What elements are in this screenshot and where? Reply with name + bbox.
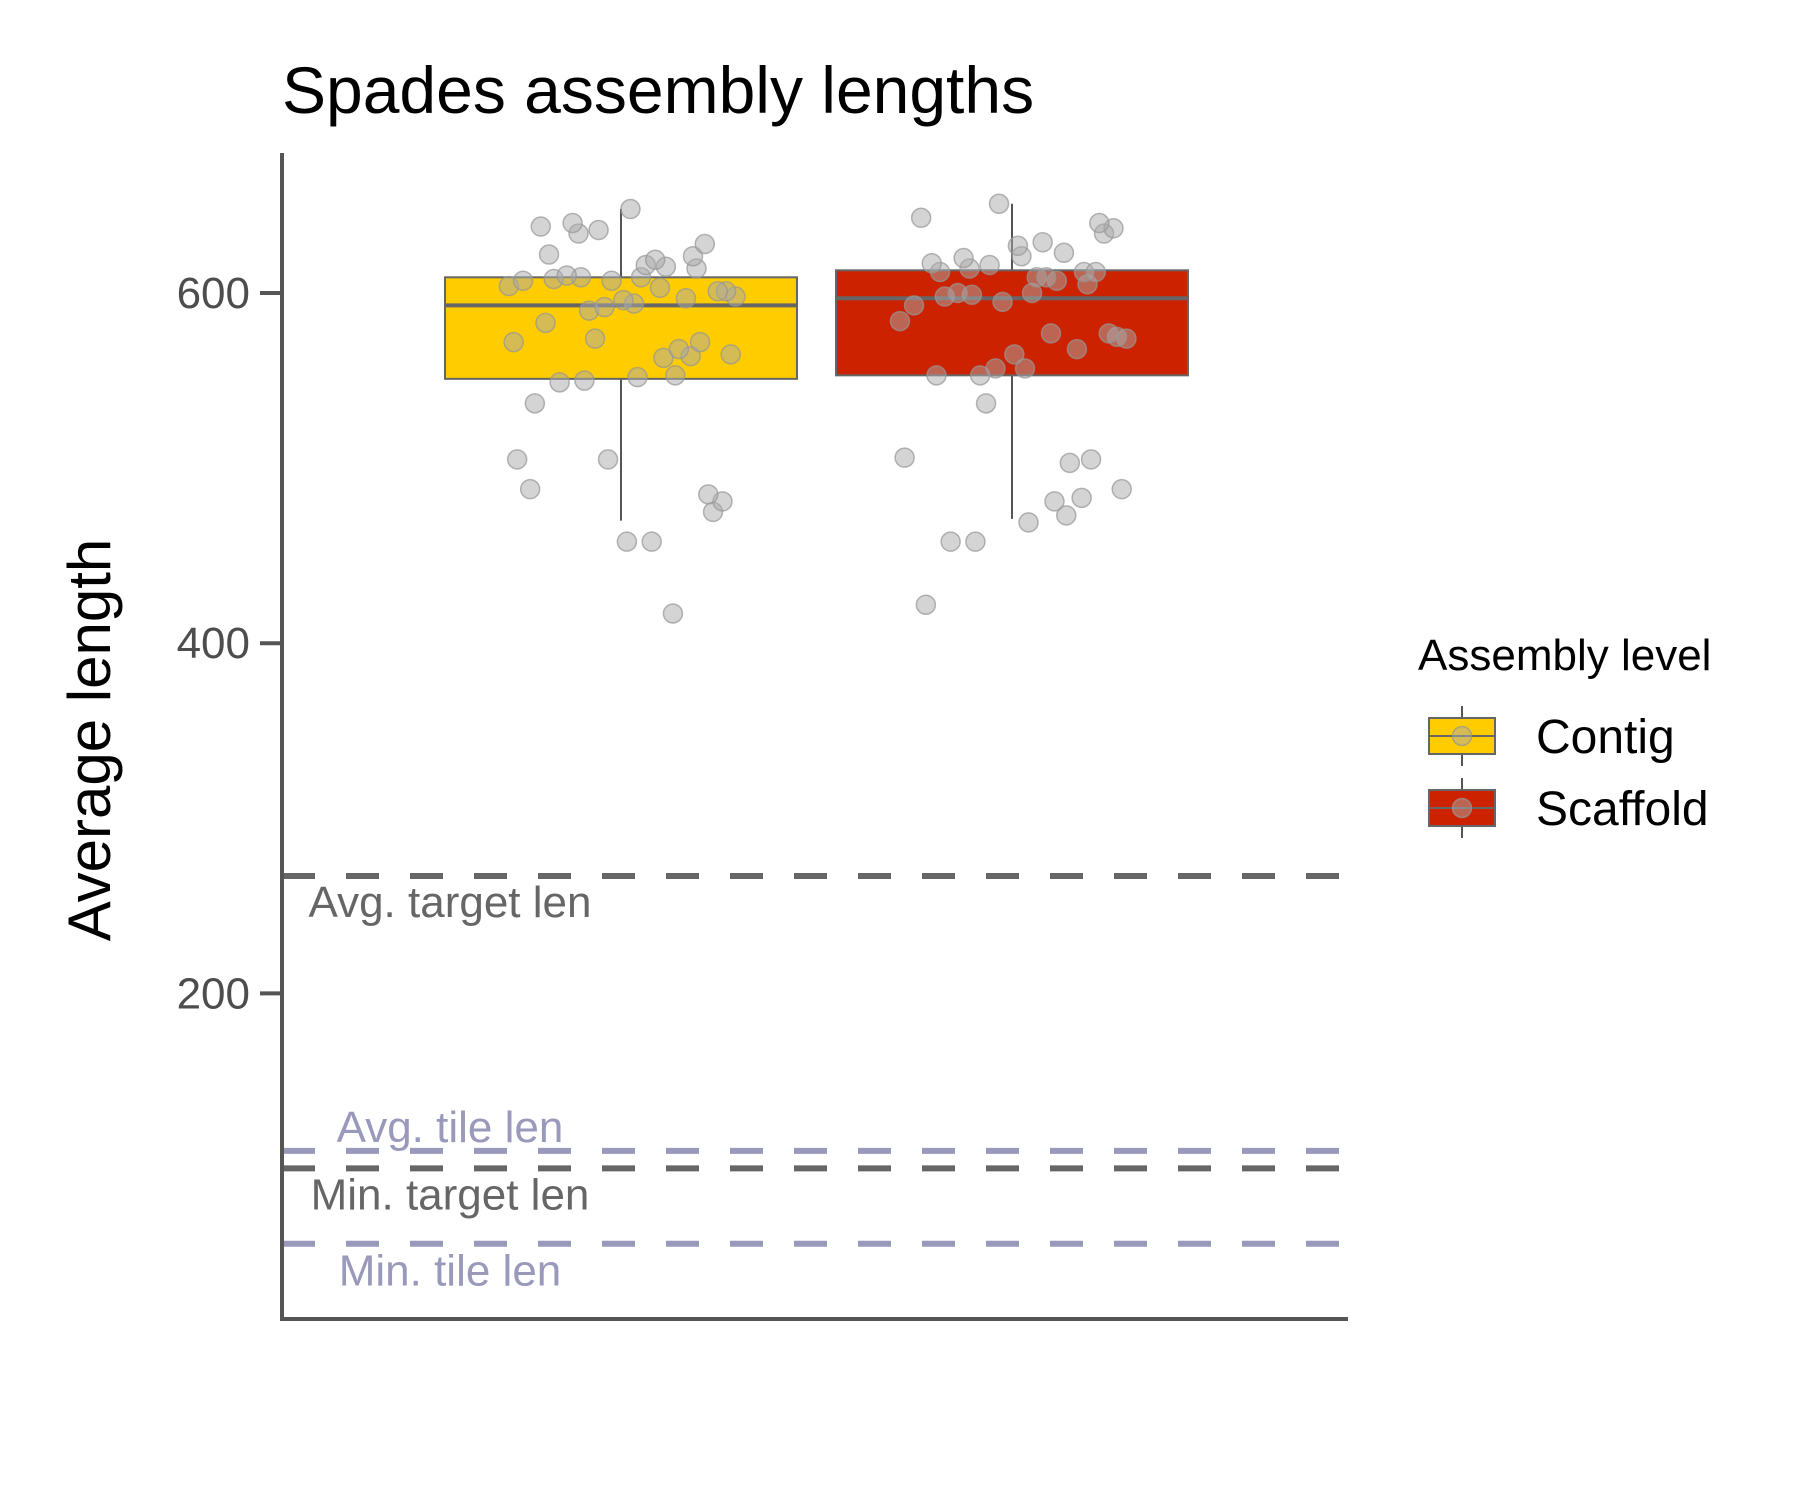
data-point <box>947 282 968 304</box>
data-point <box>662 603 684 624</box>
data-point <box>1085 261 1107 283</box>
data-point <box>1089 212 1110 234</box>
data-point <box>988 193 1010 215</box>
data-point <box>512 270 534 292</box>
data-point <box>556 265 577 286</box>
data-point <box>584 328 606 349</box>
data-point <box>903 295 925 316</box>
reference-lines <box>282 873 1348 1247</box>
data-point <box>668 338 690 360</box>
data-point <box>698 484 719 505</box>
data-point <box>601 270 622 292</box>
legend: Assembly level Contig Scaffold <box>1418 631 1711 838</box>
data-point <box>1044 491 1065 512</box>
data-point <box>506 449 528 470</box>
data-point <box>1018 512 1039 533</box>
legend-title: Assembly level <box>1418 631 1711 680</box>
data-point <box>1056 505 1077 526</box>
data-point <box>921 253 943 274</box>
data-point <box>574 370 595 391</box>
y-tick-label: 400 <box>177 619 250 668</box>
data-point <box>1004 344 1025 365</box>
data-point <box>627 366 648 388</box>
data-point <box>620 198 641 220</box>
data-point <box>644 249 666 271</box>
data-point <box>1071 487 1092 509</box>
data-point <box>1053 242 1075 264</box>
reference-line-label: Min. tile len <box>339 1247 562 1296</box>
data-point <box>979 254 1000 276</box>
data-point <box>1035 267 1057 288</box>
data-point <box>597 449 619 470</box>
data-point <box>1098 323 1120 344</box>
legend-point <box>1451 797 1473 819</box>
data-point <box>910 207 932 229</box>
data-point <box>1007 235 1029 257</box>
data-point <box>889 310 911 332</box>
data-point <box>675 288 697 309</box>
jitter-points <box>498 193 1137 624</box>
data-point <box>1032 232 1053 253</box>
data-point <box>1014 358 1036 379</box>
data-point <box>538 244 560 265</box>
data-point <box>549 372 570 393</box>
chart-title: Spades assembly lengths <box>282 53 1034 127</box>
data-point <box>707 281 729 302</box>
legend-label: Contig <box>1536 711 1675 764</box>
data-point <box>649 277 671 299</box>
axes: 200 400 600 <box>177 153 1348 1321</box>
data-point <box>953 247 974 269</box>
data-point <box>992 291 1013 313</box>
data-point <box>524 393 546 414</box>
data-point <box>519 478 541 500</box>
data-point <box>613 289 634 311</box>
data-point <box>1066 338 1088 360</box>
data-point <box>1040 323 1062 344</box>
data-point <box>562 212 583 234</box>
data-point <box>689 331 711 353</box>
data-point <box>915 594 937 615</box>
data-point <box>594 296 615 318</box>
data-point <box>535 312 556 334</box>
reference-labels: Avg. target len Avg. tile len Min. target … <box>309 878 592 1296</box>
data-point <box>641 531 662 552</box>
legend-label: Scaffold <box>1536 783 1709 836</box>
data-point <box>588 219 609 241</box>
data-point <box>926 365 947 386</box>
data-point <box>616 531 638 552</box>
data-point <box>965 531 986 552</box>
data-point <box>694 233 716 255</box>
reference-line-label: Min. target len <box>311 1170 590 1219</box>
data-point <box>720 344 741 365</box>
data-point <box>653 347 674 369</box>
data-point <box>503 331 524 353</box>
data-point <box>975 393 997 414</box>
y-axis-label: Average length <box>56 539 123 942</box>
data-point <box>894 447 915 468</box>
y-tick-label: 600 <box>177 269 250 318</box>
data-point <box>530 216 552 237</box>
data-point <box>1080 449 1102 470</box>
data-point <box>940 531 961 552</box>
data-point <box>1059 452 1081 474</box>
data-point <box>665 365 686 386</box>
data-point <box>1111 478 1132 500</box>
legend-point <box>1451 725 1473 747</box>
y-tick-label: 200 <box>177 969 250 1018</box>
data-point <box>682 246 704 267</box>
reference-line-label: Avg. target len <box>309 878 592 927</box>
reference-line-label: Avg. tile len <box>337 1103 564 1152</box>
data-point <box>985 358 1006 379</box>
